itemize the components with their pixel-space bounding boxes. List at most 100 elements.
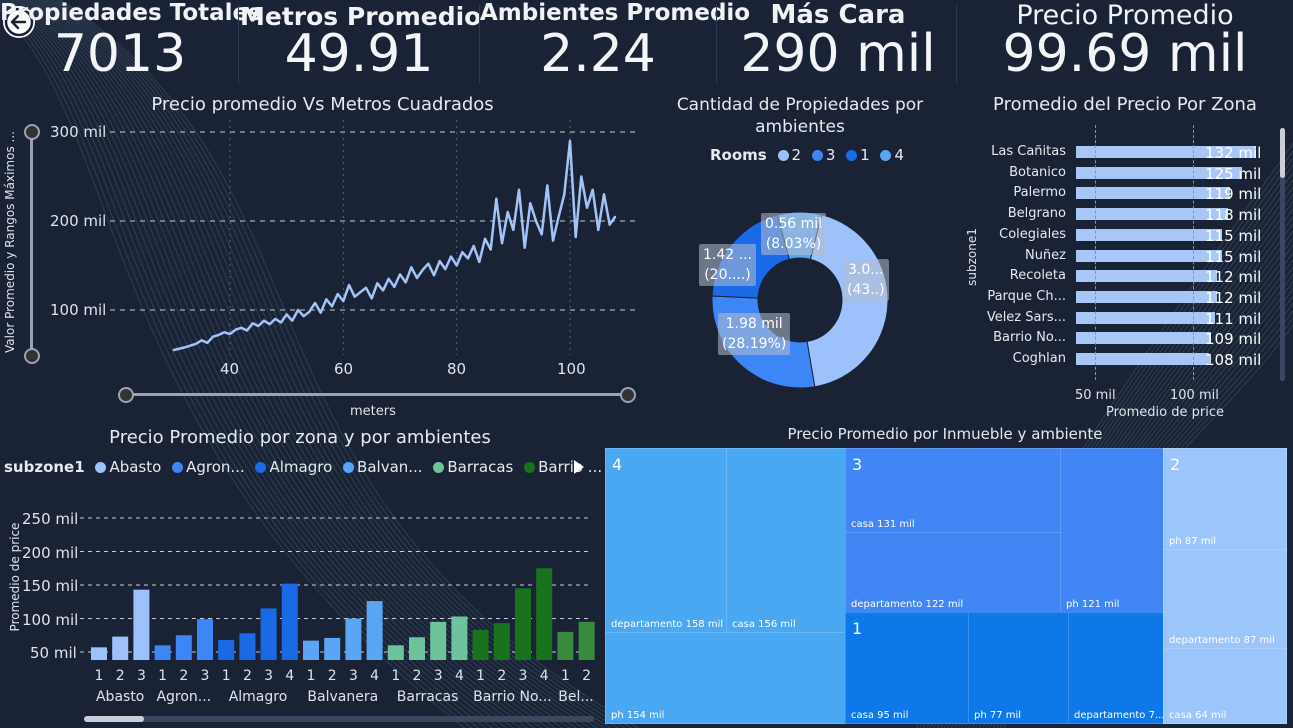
- zone-bar[interactable]: [1076, 270, 1217, 283]
- zone-bar-label: Recoleta: [1009, 268, 1066, 284]
- treemap-group-1-label: 1: [852, 619, 863, 638]
- treemap-3-ph[interactable]: ph 121 mil: [1060, 448, 1164, 613]
- line-point: [540, 233, 543, 236]
- line-point: [200, 339, 203, 342]
- grouped-bar: [472, 629, 489, 660]
- line-point: [257, 325, 260, 327]
- zone-bar[interactable]: [1076, 249, 1223, 262]
- treemap-2-casa[interactable]: casa 64 mil: [1163, 648, 1287, 724]
- zone-bars-scroll-thumb[interactable]: [1280, 128, 1285, 178]
- legend-item-barrio[interactable]: Barrio ...: [518, 458, 602, 476]
- legend-next-button[interactable]: [574, 460, 584, 474]
- grouped-ytick: 50 mil: [30, 644, 77, 662]
- line-point: [376, 282, 379, 285]
- donut-label-2: 1.98 mil (28.19%): [718, 313, 791, 355]
- legend-item-1[interactable]: 1: [840, 146, 870, 164]
- line-ytick: 100 mil: [50, 301, 107, 319]
- treemap-3-departamento[interactable]: departamento 122 mil: [845, 532, 1061, 613]
- grouped-room-tick: 2: [413, 668, 422, 684]
- line-point: [217, 334, 220, 336]
- line-point: [291, 319, 294, 322]
- grouped-bar: [324, 637, 341, 660]
- zone-xlabel: Promedio de price: [1106, 405, 1224, 420]
- grouped-title: Precio Promedio por zona y por ambientes: [109, 427, 491, 448]
- zone-bar[interactable]: [1076, 166, 1242, 179]
- grouped-ytick: 250 mil: [22, 510, 79, 528]
- line-point: [234, 328, 237, 331]
- legend-item-agronomia[interactable]: Agron...: [166, 458, 245, 476]
- legend-item-abasto[interactable]: Abasto: [89, 458, 161, 476]
- zone-bar-value: 112 mil: [1205, 288, 1262, 307]
- kpi-ambientes-value: 2.24: [540, 24, 656, 84]
- treemap-4-departamento[interactable]: 4 departamento 158 mil: [605, 448, 727, 633]
- zone-bar-value: 118 mil: [1205, 206, 1262, 225]
- treemap-1-ph[interactable]: ph 77 mil: [968, 612, 1069, 724]
- line-xtick: 100: [557, 360, 586, 378]
- treemap-2-ph[interactable]: 2 ph 87 mil: [1163, 448, 1287, 550]
- grouped-bar: [218, 639, 235, 660]
- y-slider-handle-top[interactable]: [24, 124, 40, 140]
- grouped-bar: [387, 645, 404, 660]
- zone-bar[interactable]: [1076, 311, 1215, 324]
- grouped-room-tick: 3: [434, 668, 443, 684]
- line-point: [450, 255, 452, 258]
- x-slider-handle-right[interactable]: [620, 387, 636, 403]
- grouped-bar: [175, 635, 192, 660]
- treemap-1-casa[interactable]: 1 casa 95 mil: [845, 612, 969, 724]
- line-point: [223, 331, 226, 334]
- line-point: [336, 293, 339, 295]
- zone-bar-value: 115 mil: [1205, 247, 1262, 266]
- zone-bar-value: 119 mil: [1205, 185, 1262, 204]
- y-slider-handle-bottom[interactable]: [24, 348, 40, 364]
- zone-bars-scrollbar[interactable]: [1280, 128, 1285, 381]
- zone-bar[interactable]: [1076, 187, 1231, 200]
- grouped-room-tick: 1: [307, 668, 316, 684]
- legend-item-3[interactable]: 3: [806, 146, 835, 164]
- grouped-room-tick: 4: [370, 668, 379, 684]
- line-ytick: 200 mil: [50, 212, 107, 230]
- grouped-room-tick: 1: [561, 668, 570, 684]
- y-range-slider[interactable]: [30, 130, 33, 355]
- grouped-bar: [197, 619, 213, 660]
- line-point: [342, 300, 345, 302]
- zone-bar[interactable]: [1076, 332, 1211, 345]
- line-point: [302, 315, 305, 318]
- grouped-scroll-thumb[interactable]: [84, 716, 144, 722]
- line-point: [268, 323, 271, 326]
- legend-item-4[interactable]: 4: [874, 146, 904, 164]
- line-point: [563, 193, 566, 196]
- x-range-slider[interactable]: [126, 393, 628, 396]
- line-ytick: 300 mil: [50, 123, 107, 141]
- zone-bars-title: Promedio del Precio Por Zona: [993, 94, 1257, 115]
- treemap-group-2-label: 2: [1170, 455, 1181, 474]
- zone-bar-label: Belgrano: [1007, 206, 1066, 222]
- zone-bar[interactable]: [1076, 146, 1256, 158]
- legend-item-balvanera[interactable]: Balvan...: [337, 458, 423, 476]
- zone-bar[interactable]: [1076, 290, 1217, 303]
- treemap-2-departamento[interactable]: departamento 87 mil: [1163, 549, 1287, 649]
- grouped-ytick: 200 mil: [22, 544, 79, 562]
- zone-bar-value: 125 mil: [1205, 164, 1262, 183]
- treemap-4-ph[interactable]: ph 154 mil: [605, 632, 846, 724]
- zone-bar[interactable]: [1076, 353, 1209, 365]
- x-slider-handle-left[interactable]: [118, 387, 134, 403]
- legend-item-almagro[interactable]: Almagro: [249, 458, 332, 476]
- kpi-total-title: Propiedades Totales: [0, 0, 262, 26]
- line-point: [586, 206, 588, 209]
- grouped-bar: [557, 631, 574, 660]
- line-point: [416, 277, 418, 279]
- zone-bar[interactable]: [1076, 208, 1229, 221]
- back-button[interactable]: [3, 6, 35, 38]
- zone-bar-label: Palermo: [1013, 185, 1066, 201]
- legend-item-barracas[interactable]: Barracas: [427, 458, 513, 476]
- legend-item-2[interactable]: 2: [772, 146, 801, 164]
- treemap-3-casa[interactable]: 3 casa 131 mil: [845, 448, 1061, 533]
- grouped-zone-tick: Abasto: [96, 689, 144, 705]
- grouped-scrollbar[interactable]: [84, 716, 594, 722]
- grouped-legend: subzone1 Abasto Agron... Almagro Balvan.…: [4, 458, 602, 476]
- zone-bar-label: Nuñez: [1024, 247, 1066, 263]
- treemap-4-casa[interactable]: casa 156 mil: [726, 448, 846, 633]
- zone-bar[interactable]: [1076, 228, 1223, 241]
- treemap-1-departamento[interactable]: departamento 7...: [1068, 612, 1164, 724]
- grouped-room-tick: 4: [540, 668, 549, 684]
